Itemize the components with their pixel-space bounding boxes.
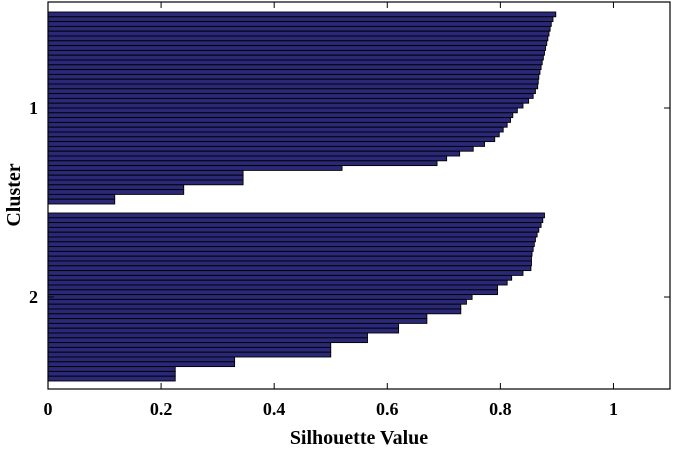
silhouette-bar-cluster-1: [47, 21, 552, 27]
silhouette-bar-cluster-1: [47, 193, 116, 200]
silhouette-bar-cluster-2: [47, 313, 428, 320]
silhouette-bar-cluster-2: [47, 346, 332, 353]
y-axis-ticks: 12: [29, 98, 670, 307]
silhouette-bar-cluster-2: [47, 356, 236, 363]
silhouette-bar-cluster-1: [47, 35, 549, 42]
silhouette-bar-cluster-1: [47, 165, 343, 171]
silhouette-bar-cluster-1: [47, 11, 557, 18]
silhouette-bar-cluster-1: [47, 155, 448, 162]
silhouette-bar-cluster-1: [47, 150, 461, 157]
silhouette-bar-cluster-2: [47, 337, 368, 344]
bars-group: [47, 11, 557, 382]
silhouette-bar-cluster-2: [47, 241, 535, 248]
silhouette-bar-cluster-1: [47, 83, 539, 90]
silhouette-bar-cluster-1: [47, 117, 511, 123]
silhouette-bar-cluster-1: [47, 121, 508, 128]
silhouette-bar-cluster-2: [47, 370, 176, 377]
y-axis-label: Cluster: [3, 163, 25, 226]
x-tick-label: 0.4: [263, 399, 286, 419]
silhouette-bar-cluster-2: [47, 217, 544, 224]
x-axis-ticks: 0 0.2 0.4 0.6 0.8 1: [44, 2, 618, 419]
silhouette-bar-cluster-1: [47, 93, 534, 99]
x-tick-label: 1: [609, 399, 618, 419]
silhouette-bar-cluster-1: [47, 112, 514, 119]
plot-frame: [47, 1, 671, 390]
silhouette-bar-cluster-1: [47, 78, 539, 85]
silhouette-bar-cluster-2: [47, 226, 540, 233]
silhouette-bar-cluster-1: [47, 198, 116, 205]
silhouette-bar-cluster-2: [47, 265, 532, 272]
silhouette-bar-cluster-1: [47, 189, 185, 195]
x-axis-label: Silhouette Value: [290, 427, 428, 449]
silhouette-bar-cluster-2: [47, 212, 545, 219]
silhouette-bar-cluster-2: [47, 222, 542, 228]
silhouette-bar-cluster-2: [47, 260, 532, 267]
silhouette-bar-cluster-2: [47, 327, 400, 334]
silhouette-bar-cluster-2: [47, 298, 467, 305]
x-tick-label: 0: [44, 399, 53, 419]
silhouette-bar-cluster-2: [47, 332, 368, 339]
silhouette-bar-cluster-1: [47, 16, 554, 23]
silhouette-bar-cluster-1: [47, 145, 474, 152]
silhouette-bar-cluster-1: [47, 131, 500, 138]
silhouette-bar-cluster-2: [47, 231, 538, 238]
silhouette-bar-cluster-1: [47, 25, 551, 32]
x-tick-label: 0.2: [150, 399, 173, 419]
silhouette-bar-cluster-2: [47, 294, 473, 300]
silhouette-bar-cluster-2: [47, 322, 400, 329]
silhouette-bar-cluster-2: [47, 236, 536, 243]
silhouette-bar-cluster-1: [47, 64, 542, 71]
silhouette-bar-cluster-2: [47, 279, 508, 286]
silhouette-bar-cluster-2: [47, 342, 332, 348]
silhouette-bar-cluster-1: [47, 169, 244, 176]
silhouette-bar-cluster-1: [47, 69, 541, 75]
silhouette-bar-cluster-1: [47, 40, 548, 47]
silhouette-bar-cluster-1: [47, 73, 540, 80]
y-tick-label: 2: [29, 287, 38, 307]
silhouette-bar-cluster-1: [47, 88, 536, 95]
silhouette-bar-cluster-1: [47, 184, 185, 191]
silhouette-bar-cluster-1: [47, 107, 518, 114]
silhouette-bar-cluster-1: [47, 126, 504, 133]
silhouette-bar-cluster-2: [47, 375, 176, 382]
silhouette-bar-cluster-1: [47, 45, 547, 51]
silhouette-bar-cluster-2: [47, 246, 534, 252]
silhouette-bar-cluster-2: [47, 361, 236, 368]
silhouette-bar-cluster-2: [47, 255, 532, 262]
silhouette-bar-cluster-2: [47, 303, 462, 310]
silhouette-bar-cluster-1: [47, 59, 543, 66]
silhouette-bar-cluster-2: [47, 274, 513, 281]
silhouette-bar-cluster-1: [47, 54, 544, 61]
silhouette-bar-cluster-1: [47, 141, 485, 147]
x-tick-label: 0.8: [489, 399, 512, 419]
silhouette-bar-cluster-1: [47, 174, 244, 181]
silhouette-bar-cluster-2: [47, 270, 524, 276]
silhouette-bar-cluster-2: [47, 351, 332, 358]
silhouette-bar-cluster-1: [47, 160, 438, 167]
silhouette-bar-cluster-2: [47, 250, 533, 257]
silhouette-bar-cluster-2: [47, 289, 498, 296]
silhouette-bar-cluster-2: [47, 284, 498, 291]
y-tick-label: 1: [29, 98, 38, 118]
silhouette-bar-cluster-1: [47, 102, 524, 109]
silhouette-bar-cluster-2: [47, 308, 462, 315]
silhouette-bar-cluster-1: [47, 49, 545, 56]
silhouette-bar-cluster-2: [47, 318, 428, 324]
silhouette-bar-cluster-1: [47, 30, 550, 37]
x-tick-label: 0.6: [376, 399, 399, 419]
silhouette-bar-cluster-1: [47, 136, 496, 143]
silhouette-bar-cluster-2: [47, 366, 176, 372]
silhouette-bar-cluster-1: [47, 97, 530, 104]
silhouette-bar-cluster-1: [47, 179, 244, 186]
